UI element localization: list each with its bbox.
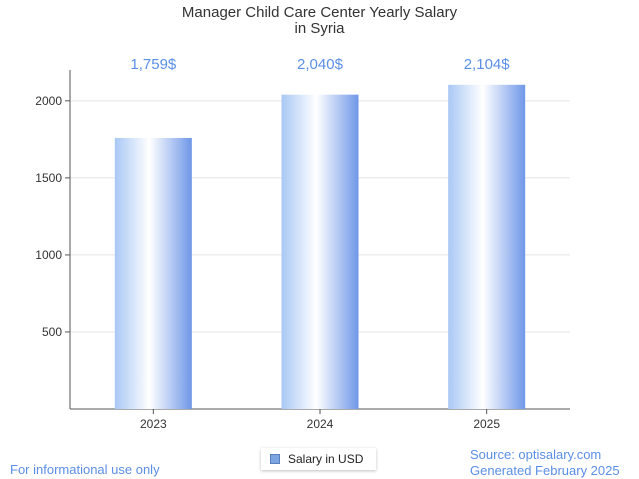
chart-title: Manager Child Care Center Yearly Salary — [181, 4, 458, 21]
legend-label: Salary in USD — [288, 452, 364, 466]
source-text[interactable]: Source: optisalary.com — [470, 447, 602, 462]
data-label-2025: 2,104$ — [464, 56, 511, 73]
bar-2025 — [448, 84, 526, 409]
chart-legend[interactable]: Salary in USD — [261, 448, 376, 470]
legend-swatch — [270, 454, 280, 464]
generated-text: Generated February 2025 — [470, 463, 620, 478]
y-tick-label: 1500 — [35, 171, 62, 185]
chart-subtitle: in Syria — [294, 20, 345, 37]
y-tick-label: 500 — [42, 325, 62, 339]
x-tick-label-2023: 2023 — [140, 417, 167, 431]
source-block: Source: optisalary.com Generated Februar… — [470, 447, 620, 479]
data-label-2024: 2,040$ — [297, 56, 344, 73]
disclaimer-text: For informational use only — [10, 462, 160, 477]
y-tick-label: 2000 — [35, 94, 62, 108]
x-tick-label-2024: 2024 — [307, 417, 334, 431]
bar-2024 — [281, 94, 359, 410]
bar-2023 — [114, 137, 192, 409]
data-label-2023: 1,759$ — [130, 56, 177, 73]
y-tick-label: 1000 — [35, 248, 62, 262]
x-tick-label-2025: 2025 — [473, 417, 500, 431]
